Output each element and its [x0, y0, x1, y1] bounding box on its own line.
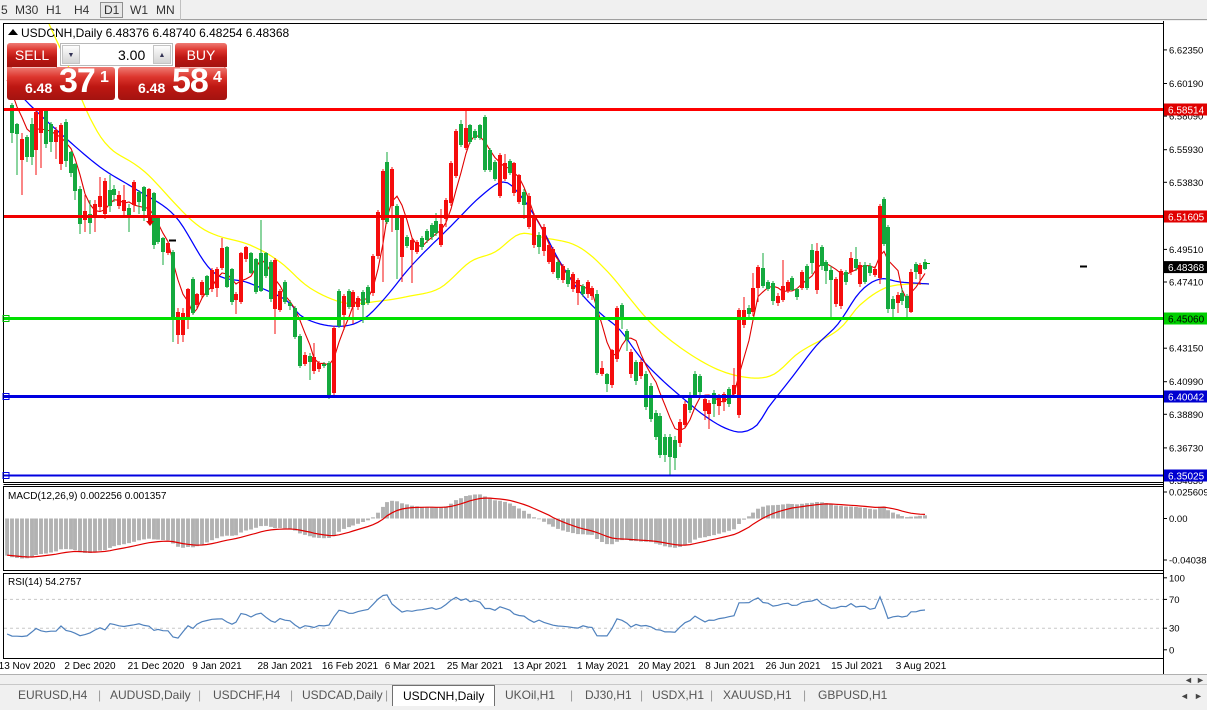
svg-text:13 Nov 2020: 13 Nov 2020 — [0, 661, 56, 672]
svg-text:6.51605: 6.51605 — [1168, 213, 1205, 224]
svg-text:2 Dec 2020: 2 Dec 2020 — [64, 661, 116, 672]
svg-text:21 Dec 2020: 21 Dec 2020 — [128, 661, 185, 672]
svg-text:3 Aug 2021: 3 Aug 2021 — [896, 661, 947, 672]
svg-text:6.47410: 6.47410 — [1169, 278, 1203, 289]
svg-text:MACD(12,26,9) 0.002256 0.00135: MACD(12,26,9) 0.002256 0.001357 — [8, 491, 167, 502]
svg-text:6.53830: 6.53830 — [1169, 178, 1203, 189]
svg-text:-0.04038: -0.04038 — [1169, 556, 1207, 567]
svg-text:30: 30 — [1169, 624, 1180, 635]
svg-text:6.43150: 6.43150 — [1169, 344, 1203, 355]
svg-text:6.35025: 6.35025 — [1168, 472, 1205, 483]
svg-text:100: 100 — [1169, 573, 1185, 584]
svg-text:16 Feb 2021: 16 Feb 2021 — [322, 661, 379, 672]
svg-text:6.40990: 6.40990 — [1169, 377, 1203, 388]
svg-text:RSI(14) 54.2757: RSI(14) 54.2757 — [8, 577, 82, 588]
svg-text:0.025609: 0.025609 — [1169, 488, 1207, 499]
svg-text:6.40042: 6.40042 — [1168, 393, 1205, 404]
svg-text:6 Mar 2021: 6 Mar 2021 — [385, 661, 436, 672]
svg-text:15 Jul 2021: 15 Jul 2021 — [831, 661, 883, 672]
svg-text:25 Mar 2021: 25 Mar 2021 — [447, 661, 504, 672]
svg-text:13 Apr 2021: 13 Apr 2021 — [513, 661, 567, 672]
svg-text:6.62350: 6.62350 — [1169, 45, 1203, 56]
svg-text:6.36730: 6.36730 — [1169, 443, 1203, 454]
svg-text:6.58514: 6.58514 — [1168, 106, 1205, 117]
svg-text:20 May 2021: 20 May 2021 — [638, 661, 696, 672]
svg-text:6.60190: 6.60190 — [1169, 79, 1203, 90]
svg-text:28 Jan 2021: 28 Jan 2021 — [257, 661, 312, 672]
svg-text:1 May 2021: 1 May 2021 — [577, 661, 630, 672]
svg-text:USDCNH,Daily 6.48376 6.48740: USDCNH,Daily 6.48376 6.48740 6.48254 6.4… — [21, 26, 290, 40]
svg-text:6.38890: 6.38890 — [1169, 410, 1203, 421]
svg-text:0: 0 — [1169, 645, 1174, 656]
svg-text:9 Jan 2021: 9 Jan 2021 — [192, 661, 242, 672]
svg-text:6.55930: 6.55930 — [1169, 145, 1203, 156]
svg-text:6.49510: 6.49510 — [1169, 245, 1203, 256]
svg-text:26 Jun 2021: 26 Jun 2021 — [765, 661, 820, 672]
svg-text:0.00: 0.00 — [1169, 514, 1188, 525]
svg-text:8 Jun 2021: 8 Jun 2021 — [705, 661, 755, 672]
svg-text:6.48368: 6.48368 — [1168, 263, 1205, 274]
svg-text:6.45060: 6.45060 — [1168, 315, 1205, 326]
svg-text:6.58090: 6.58090 — [1169, 112, 1203, 123]
svg-text:70: 70 — [1169, 595, 1180, 606]
